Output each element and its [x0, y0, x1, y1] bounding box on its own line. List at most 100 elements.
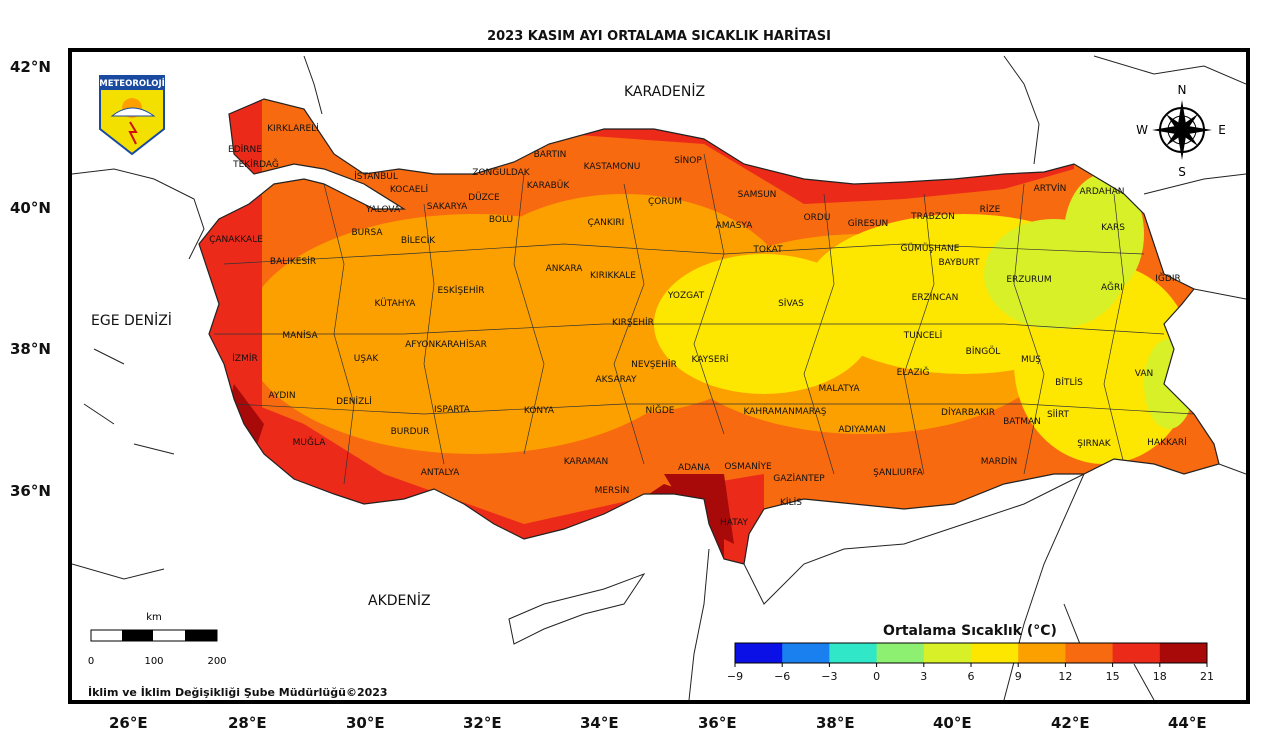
province-label: BATMAN — [1003, 417, 1041, 427]
scale-tick-0: 0 — [88, 656, 94, 667]
province-label: AKSARAY — [596, 375, 637, 385]
province-label: AMASYA — [716, 221, 754, 231]
province-label: ADIYAMAN — [838, 425, 885, 435]
province-label: İSTANBUL — [354, 171, 398, 182]
legend-tick-label: −3 — [821, 670, 837, 683]
province-label: YOZGAT — [667, 291, 705, 301]
province-label: GİRESUN — [848, 218, 889, 229]
province-label: GÜMÜŞHANE — [901, 243, 960, 254]
lat-label-40: 40°N — [10, 199, 51, 217]
legend-tick-label: 21 — [1200, 670, 1214, 683]
province-label: HAKKARİ — [1147, 437, 1187, 448]
province-label: KÜTAHYA — [375, 298, 417, 309]
province-label: OSMANİYE — [724, 461, 772, 472]
province-label: SİİRT — [1047, 409, 1070, 420]
lat-label-38: 38°N — [10, 340, 51, 358]
province-label: KASTAMONU — [584, 162, 641, 172]
province-label: ERZURUM — [1006, 275, 1051, 285]
province-labels: KIRKLARELİ EDİRNE TEKİRDAĞ İSTANBUL KOCAELİ Y… — [209, 123, 1187, 528]
lon-label-26: 26°E — [109, 714, 148, 732]
province-label: VAN — [1135, 369, 1153, 379]
lon-label-40: 40°E — [933, 714, 972, 732]
legend-swatch — [782, 643, 830, 663]
province-label: ZONGULDAK — [472, 168, 530, 178]
province-label: KONYA — [524, 406, 555, 416]
province-label: DENİZLİ — [336, 396, 372, 407]
lon-label-30: 30°E — [346, 714, 385, 732]
province-label: TUNCELİ — [903, 330, 942, 341]
province-label: TEKİRDAĞ — [232, 158, 279, 170]
lon-label-44: 44°E — [1168, 714, 1207, 732]
province-label: AYDIN — [268, 391, 295, 401]
province-label: DİYARBAKIR — [941, 407, 995, 418]
legend-title: Ortalama Sıcaklık (°C) — [883, 623, 1057, 639]
legend-tick-label: −9 — [727, 670, 743, 683]
scale-bar: km 0 100 200 — [88, 612, 227, 667]
province-label: IĞDIR — [1155, 272, 1180, 284]
sea-label-aegean: EGE DENİZİ — [91, 311, 172, 329]
province-label: MANİSA — [282, 330, 318, 341]
province-label: NEVŞEHİR — [631, 359, 677, 370]
scale-unit: km — [146, 612, 162, 623]
lon-label-42: 42°E — [1051, 714, 1090, 732]
province-label: ŞIRNAK — [1077, 439, 1112, 449]
province-label: BİLECİK — [401, 235, 436, 246]
neighbor-coastlines — [72, 55, 1246, 700]
legend-tick-label: 15 — [1106, 670, 1120, 683]
legend-swatch — [971, 643, 1019, 663]
map-title: 2023 KASIM AYI ORTALAMA SICAKLIK HARİTAS… — [487, 29, 831, 44]
province-label: KIRIKKALE — [590, 271, 636, 281]
sea-label-mediterranean: AKDENİZ — [368, 591, 431, 609]
province-label: BAYBURT — [939, 258, 980, 268]
province-label: TOKAT — [752, 245, 783, 255]
province-label: RİZE — [980, 204, 1001, 215]
map-canvas: KARADENİZ EGE DENİZİ AKDENİZ METEOROLOJİ… — [72, 55, 1246, 700]
legend-swatch — [876, 643, 925, 663]
legend-swatch — [1112, 643, 1161, 663]
province-label: ÇANAKKALE — [209, 235, 263, 245]
legend-swatch — [1018, 643, 1066, 663]
province-label: ÇANKIRI — [588, 218, 625, 228]
province-label: ARDAHAN — [1080, 187, 1125, 197]
meteoroloji-logo: METEOROLOJİ — [99, 75, 165, 156]
province-label: ADANA — [678, 463, 711, 473]
lon-label-32: 32°E — [463, 714, 502, 732]
province-label: KARS — [1101, 223, 1125, 233]
province-label: BARTIN — [534, 150, 567, 160]
province-label: İZMİR — [232, 353, 258, 364]
legend-tick-label: 12 — [1058, 670, 1072, 683]
legend-tick-label: 9 — [1015, 670, 1022, 683]
province-label: SİVAS — [778, 298, 804, 309]
province-label: ESKİŞEHİR — [437, 285, 484, 296]
compass-w: W — [1136, 123, 1148, 137]
legend-tick-label: 18 — [1153, 670, 1167, 683]
province-label: ANKARA — [546, 264, 584, 274]
province-label: KAHRAMANMARAŞ — [743, 407, 826, 417]
compass-rose-icon: N S E W — [1136, 83, 1226, 179]
province-borders — [214, 153, 1195, 485]
legend-tick-label: 6 — [968, 670, 975, 683]
province-label: UŞAK — [354, 354, 380, 364]
legend-swatch — [923, 643, 972, 663]
province-label: SAKARYA — [427, 202, 468, 212]
province-label: HATAY — [720, 518, 748, 528]
province-label: MERSİN — [595, 485, 630, 496]
province-label: AFYONKARAHİSAR — [405, 339, 487, 350]
lat-label-42: 42°N — [10, 58, 51, 76]
province-label: DÜZCE — [468, 192, 500, 203]
legend-swatch — [1159, 643, 1208, 663]
compass-n: N — [1178, 83, 1187, 97]
province-label: SAMSUN — [738, 190, 777, 200]
province-label: ISPARTA — [434, 405, 471, 415]
province-label: BURDUR — [391, 427, 430, 437]
legend-swatch — [1065, 643, 1114, 663]
province-label: KAYSERİ — [691, 354, 728, 365]
legend-tick-label: 3 — [920, 670, 927, 683]
province-label: NİĞDE — [646, 404, 675, 416]
sea-label-black-sea: KARADENİZ — [624, 82, 705, 100]
province-label: SİNOP — [674, 155, 702, 166]
province-label: KİLİS — [780, 497, 802, 508]
province-label: KARAMAN — [564, 457, 609, 467]
province-label: ARTVİN — [1034, 183, 1067, 194]
color-legend: Ortalama Sıcaklık (°C) −9 −6 −3 0 3 6 9 12 15 18 2… — [727, 623, 1214, 683]
